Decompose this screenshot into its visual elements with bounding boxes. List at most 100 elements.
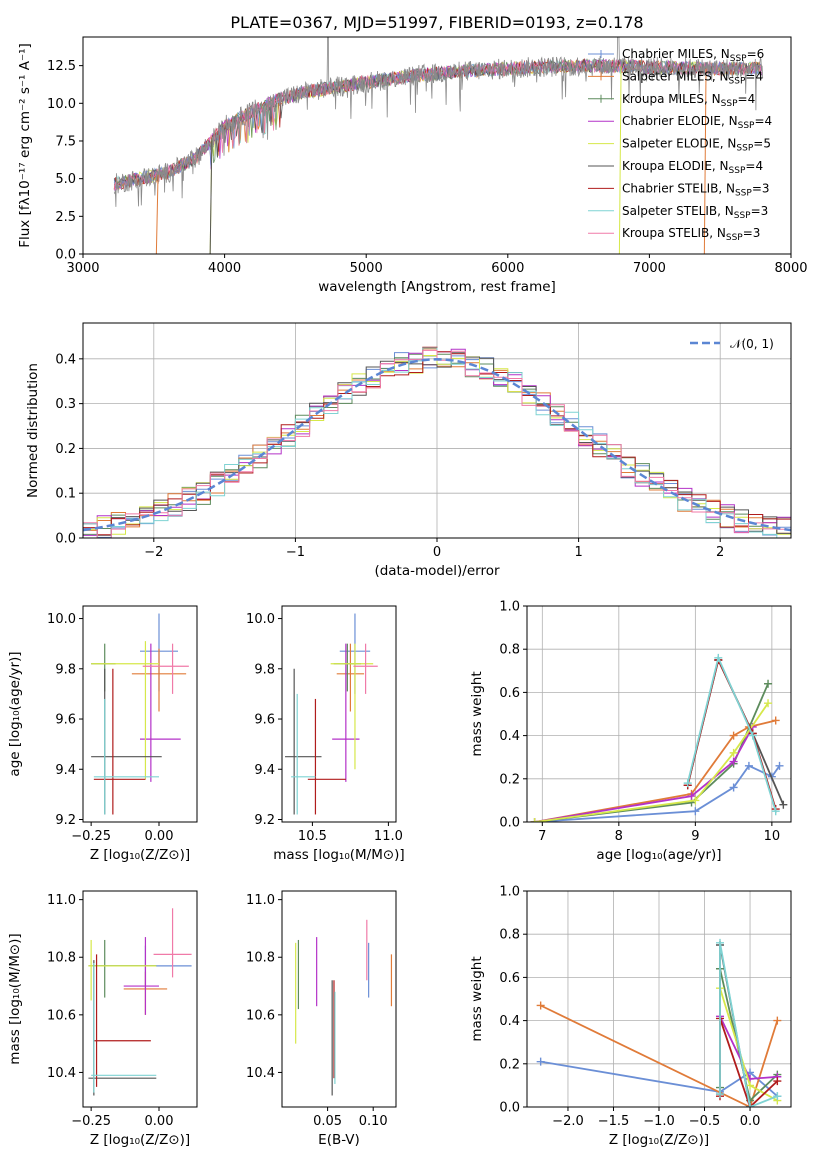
data-point-marker [536, 1057, 545, 1066]
axes-frame [82, 322, 792, 539]
residual-histogram [83, 349, 791, 538]
y-tick-label: 1.0 [499, 600, 520, 615]
data-point-marker [715, 938, 724, 947]
panel-mass-weight-vs-age: 7 8 9 10 0.0 0.2 0.4 0.6 0.8 1.0 age [log₁₀(age/yr… [469, 600, 792, 863]
data-point-marker [536, 1001, 545, 1010]
data-point-marker [773, 1077, 782, 1086]
plot-area [83, 323, 791, 538]
panel-mass-vs-Z: −0.25 0.00 10.4 10.6 10.8 11.0 Z [log₁₀(Z/Z⊙)]… [7, 890, 198, 1148]
x-tick-label: −1.0 [643, 1114, 675, 1129]
data-point-marker [764, 679, 773, 688]
data-point-marker [771, 807, 780, 816]
data-point-marker [729, 757, 738, 766]
model-cutoff-line [155, 174, 159, 254]
x-tick-label: 0.00 [145, 1114, 174, 1129]
x-tick-label: 6000 [491, 261, 524, 276]
x-axis-label: Z [log₁₀(Z/Z⊙)] [609, 1132, 709, 1148]
y-tick-label: 0.8 [499, 928, 520, 943]
legend-entry: 𝒩(0, 1) [730, 337, 774, 351]
data-point-marker [744, 761, 753, 770]
data-point-marker [530, 818, 539, 822]
panel-residuals: −2 −1 0 1 2 0.0 0.1 0.2 0.3 0.4 (data-model)/error… [25, 322, 792, 579]
y-tick-label: 0.4 [499, 1014, 520, 1029]
legend-entry: Kroupa ELODIE, NSSP=4 [622, 159, 763, 176]
data-point-marker [729, 748, 738, 757]
x-tick-label: −2.0 [552, 1114, 584, 1129]
model-cutoff-line [703, 68, 707, 254]
y-tick-label: 0.1 [55, 487, 76, 502]
x-tick-label: 7 [538, 829, 546, 844]
y-tick-label: 10.0 [47, 612, 76, 627]
data-point-marker [748, 731, 757, 740]
y-tick-label: 10.6 [246, 1008, 275, 1023]
x-axis-label: wavelength [Angstrom, rest frame] [318, 279, 556, 295]
plot-area [285, 613, 378, 815]
legend-entry: Salpeter ELODIE, NSSP=5 [622, 137, 771, 154]
y-axis-label: mass [log₁₀(M/M⊙)] [7, 933, 23, 1064]
panel-mass-weight-vs-Z: −2.0 −1.5 −1.0 −0.5 0.0 0.0 0.2 0.4 0.6 0.8 1.0 Z [… [469, 885, 792, 1148]
x-tick-label: 3000 [66, 261, 99, 276]
y-tick-label: 9.4 [55, 763, 76, 778]
x-tick-label: 4000 [208, 261, 241, 276]
legend: Chabrier MILES, NSSP=6 Salpeter MILES, NS… [588, 47, 772, 243]
x-tick-label: 0.0 [740, 1114, 761, 1129]
legend: 𝒩(0, 1) [690, 337, 774, 351]
data-point-marker [746, 1081, 755, 1090]
axes-frame [526, 890, 792, 1108]
plot-area [91, 613, 189, 815]
data-point-marker [773, 1016, 782, 1025]
data-point-marker [779, 800, 788, 809]
panel-mass-vs-EBV: 0.05 0.10 10.4 10.6 10.8 11.0 E(B-V) [246, 890, 397, 1148]
y-tick-label: 10.8 [47, 951, 76, 966]
x-tick-label: 5000 [350, 261, 383, 276]
data-point-marker [687, 792, 696, 801]
legend-entry: Salpeter STELIB, NSSP=3 [622, 204, 768, 221]
x-tick-label: 7000 [633, 261, 666, 276]
y-tick-label: 10.4 [47, 1066, 76, 1081]
y-tick-label: 12.5 [47, 59, 76, 74]
chart-title: PLATE=0367, MJD=51997, FIBERID=0193, z=0… [230, 13, 643, 32]
data-point-marker [729, 731, 738, 740]
data-point-marker [714, 653, 723, 662]
axes-frame [82, 605, 198, 823]
y-axis-label: Normed distribution [25, 363, 41, 498]
x-tick-label: −0.5 [689, 1114, 721, 1129]
y-tick-label: 0.2 [499, 1057, 520, 1072]
data-point-marker [771, 716, 780, 725]
y-axis-label: Flux [fλ10⁻¹⁷ erg cm⁻² s⁻¹ A⁻¹] [17, 43, 33, 248]
y-tick-label: 2.5 [55, 210, 76, 225]
mass-weight-line [534, 764, 781, 822]
mass-weight-line [719, 942, 778, 1107]
legend-entry: Kroupa MILES, NSSP=4 [622, 92, 755, 109]
data-point-marker [715, 1090, 724, 1099]
y-tick-label: 0.0 [499, 816, 520, 831]
x-axis-label: mass [log₁₀(M/M⊙)] [273, 847, 404, 863]
x-tick-label: 2 [716, 545, 724, 560]
y-tick-label: 0.2 [55, 442, 76, 457]
x-axis-label: E(B-V) [318, 1132, 360, 1148]
mass-weight-line [686, 657, 777, 810]
observed-spectrum-line [113, 37, 764, 207]
x-tick-label: 0.00 [145, 829, 174, 844]
legend-entry: Salpeter MILES, NSSP=4 [622, 69, 763, 86]
x-tick-label: −0.25 [71, 1114, 111, 1129]
panel-age-vs-Z: −0.25 0.00 9.2 9.4 9.6 9.8 10.0 Z [log₁₀(Z/Z⊙)]… [7, 605, 198, 863]
y-tick-label: 9.8 [55, 662, 76, 677]
y-tick-label: 9.6 [254, 713, 275, 728]
legend-entry: Chabrier ELODIE, NSSP=4 [622, 114, 772, 131]
y-tick-label: 10.0 [246, 612, 275, 627]
y-tick-label: 9.8 [254, 662, 275, 677]
x-tick-label: 11.0 [374, 829, 403, 844]
residual-histogram [83, 352, 791, 536]
y-tick-label: 7.5 [55, 134, 76, 149]
y-tick-label: 0.8 [499, 643, 520, 658]
plot-area [113, 37, 764, 254]
legend-entry: Chabrier STELIB, NSSP=3 [622, 181, 770, 198]
y-tick-label: 0.3 [55, 397, 76, 412]
x-tick-label: 10 [764, 829, 781, 844]
y-tick-label: 1.0 [499, 885, 520, 900]
y-tick-label: 11.0 [47, 893, 76, 908]
y-tick-label: 0.2 [499, 772, 520, 787]
x-tick-label: 1 [574, 545, 582, 560]
data-point-marker [773, 1092, 782, 1101]
